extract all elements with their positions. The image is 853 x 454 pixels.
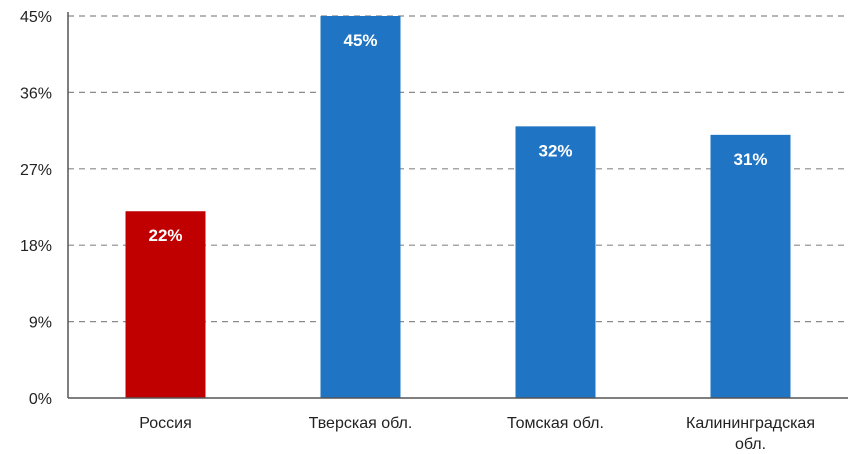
category-label: Тверская обл. — [309, 415, 413, 432]
y-tick-label: 45% — [20, 9, 52, 26]
y-tick-label: 9% — [29, 315, 52, 332]
bar — [125, 211, 206, 398]
data-labels: 22% 45% 32% 31% — [148, 31, 767, 245]
axes — [67, 12, 848, 399]
data-label: 32% — [538, 141, 572, 160]
data-label: 45% — [343, 31, 377, 50]
y-axis-ticks: 0% 9% 18% 27% 36% 45% — [20, 9, 52, 408]
bar — [320, 16, 401, 398]
bar — [710, 134, 791, 398]
category-label: обл. — [735, 436, 766, 453]
y-tick-label: 27% — [20, 162, 52, 179]
y-tick-label: 0% — [29, 391, 52, 408]
bar — [515, 126, 596, 398]
category-label: Томская обл. — [507, 415, 604, 432]
category-label: Россия — [139, 415, 191, 432]
category-label: Калининградская — [686, 415, 815, 432]
category-labels: Россия Тверская обл. Томская обл. Калинингр… — [139, 415, 815, 453]
y-tick-label: 36% — [20, 85, 52, 102]
bars — [125, 16, 791, 398]
data-label: 22% — [148, 226, 182, 245]
data-label: 31% — [733, 150, 767, 169]
y-tick-label: 18% — [20, 238, 52, 255]
